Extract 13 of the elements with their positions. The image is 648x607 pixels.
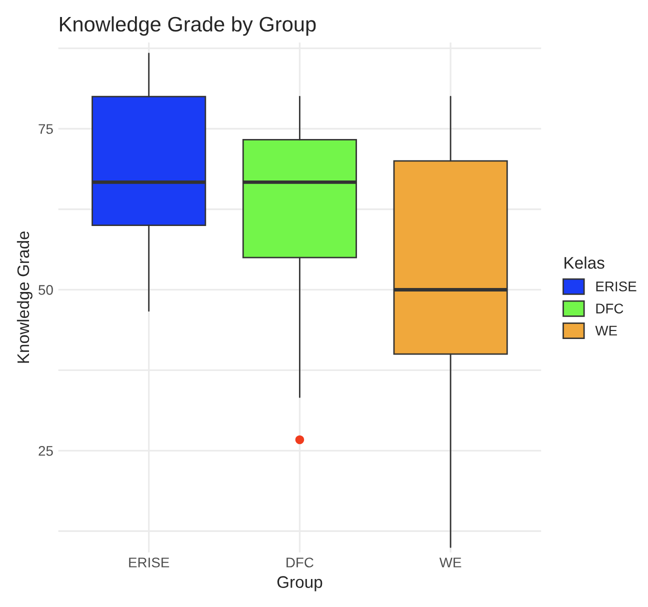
x-tick-label: DFC [286,558,314,568]
y-tick-label: 75 [38,124,53,134]
legend-label: WE [595,326,617,336]
legend-label: ERISE [596,282,636,292]
legend-title: Kelas [564,256,604,269]
legend-label: DFC [596,304,624,314]
y-axis-title: Knowledge Grade [16,231,32,363]
x-tick-label: WE [439,558,462,568]
x-tick-label: ERISE [129,558,170,568]
y-tick-label: 25 [38,446,53,456]
x-axis-title: Group [277,576,322,592]
chart-title: Knowledge Grade by Group [60,16,316,36]
y-tick-label: 50 [38,285,53,295]
